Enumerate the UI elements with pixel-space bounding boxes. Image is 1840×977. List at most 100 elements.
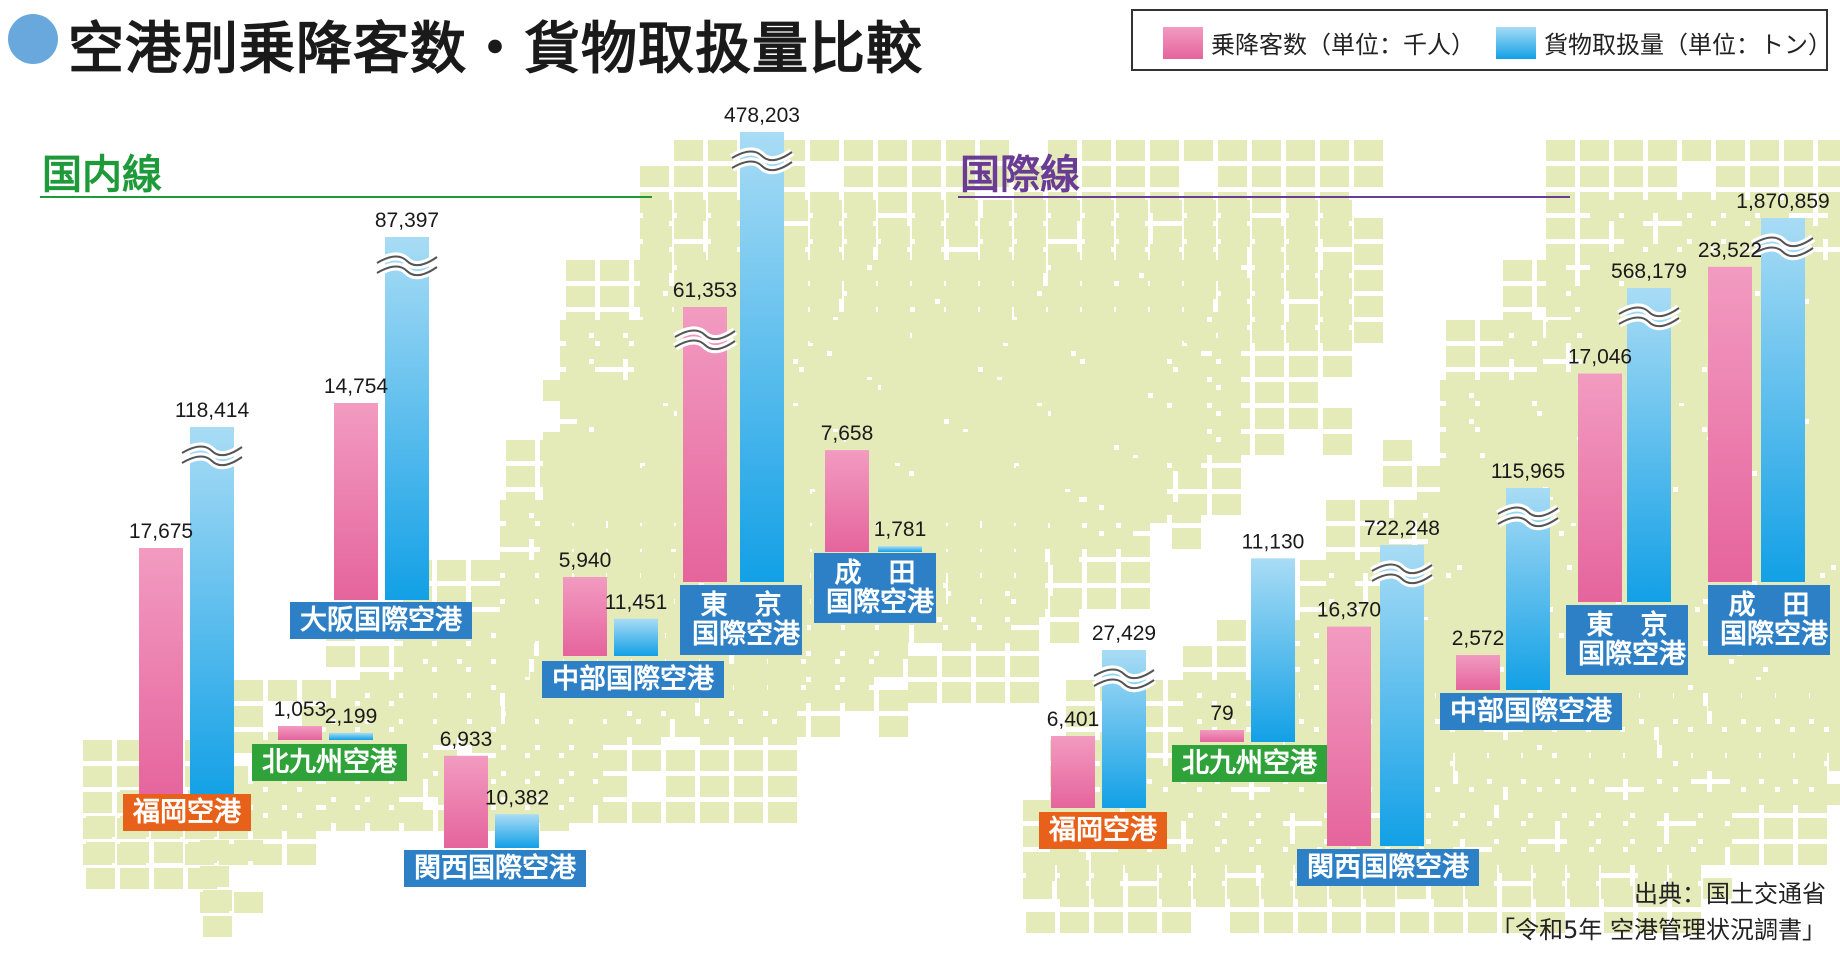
map-tile: [1334, 586, 1363, 607]
map-tile: [598, 802, 627, 823]
map-tile: [878, 166, 907, 187]
map-tile: [1036, 346, 1065, 367]
bar-cargo-domestic-kansai: [495, 814, 539, 848]
map-tile: [906, 260, 935, 281]
map-tile: [1639, 260, 1668, 281]
map-tile: [1672, 860, 1701, 881]
map-tile: [1485, 440, 1514, 461]
map-tile: [370, 784, 399, 805]
map-tile: [1734, 656, 1763, 677]
map-tile: [564, 802, 593, 823]
map-tile: [1470, 560, 1499, 581]
map-tile: [203, 916, 232, 937]
bar-cargo-international-kansai: [1380, 545, 1424, 846]
map-tile: [1519, 466, 1548, 487]
map-tile: [1424, 740, 1453, 761]
map-tile: [1354, 140, 1383, 161]
map-tile: [1537, 260, 1566, 281]
map-tile: [1730, 740, 1759, 761]
map-tile: [781, 380, 810, 401]
map-tile: [336, 706, 365, 727]
map-tile: [540, 810, 569, 831]
map-tile: [574, 732, 603, 753]
map-tile: [879, 716, 908, 737]
map-tile: [1601, 852, 1630, 873]
page-title: 空港別乗降客数・貨物取扱量比較: [68, 17, 923, 82]
section-underline-international: [958, 196, 1570, 198]
map-tile: [1594, 740, 1623, 761]
map-tile: [1138, 320, 1167, 341]
map-tile: [1010, 604, 1039, 625]
map-tile: [675, 716, 704, 737]
map-tile: [734, 672, 763, 693]
map-tile: [506, 466, 535, 487]
map-tile: [1703, 878, 1732, 899]
map-tile: [539, 560, 568, 581]
map-tile: [1614, 140, 1643, 161]
map-tile: [1814, 406, 1840, 427]
map-tile: [1658, 200, 1687, 221]
section-title-international: 国際線: [960, 152, 1080, 198]
value-label-passengers-international-narita: 23,522: [1698, 239, 1762, 262]
map-tile: [1605, 260, 1634, 281]
map-tile: [946, 140, 975, 161]
map-tile: [1289, 304, 1318, 325]
axis-break-line: [1752, 236, 1814, 248]
map-tile: [908, 526, 937, 547]
map-tile: [1354, 218, 1383, 239]
map-tile: [1178, 260, 1207, 281]
map-tile: [1582, 346, 1611, 367]
map-tile: [1354, 244, 1383, 265]
map-tile: [636, 500, 665, 521]
map-tile: [668, 286, 697, 307]
map-tile: [1323, 226, 1352, 247]
map-tile: [880, 466, 909, 487]
map-tile: [1570, 860, 1599, 881]
map-tile: [1218, 140, 1247, 161]
map-tile: [636, 526, 665, 547]
map-tile: [404, 810, 433, 831]
map-tile: [1431, 826, 1460, 847]
map-tile: [872, 364, 901, 385]
map-tile: [607, 586, 636, 607]
map-tile: [83, 792, 112, 813]
map-tile: [1050, 596, 1079, 617]
map-tile: [798, 346, 827, 367]
map-tile: [951, 432, 980, 453]
map-tile: [1508, 406, 1537, 427]
map-tile: [838, 260, 867, 281]
map-tile: [1662, 740, 1691, 761]
section-underline-domestic: [40, 196, 652, 198]
map-tile: [906, 286, 935, 307]
map-tile: [336, 810, 365, 831]
value-label-cargo-international-fukuoka: 27,429: [1092, 622, 1156, 645]
map-tile: [1295, 800, 1324, 821]
map-tile: [1289, 382, 1318, 403]
map-tile: [832, 320, 861, 341]
map-tile: [949, 200, 978, 221]
map-tile: [948, 466, 977, 487]
map-tile: [1212, 364, 1241, 385]
map-tile: [1070, 320, 1099, 341]
map-tile: [1087, 562, 1116, 583]
map-tile: [968, 346, 997, 367]
map-tile: [1002, 320, 1031, 341]
map-tile: [539, 586, 568, 607]
map-tile: [1026, 860, 1055, 881]
map-tile: [1542, 380, 1571, 401]
axis-break-line: [1618, 316, 1680, 328]
map-tile: [1474, 380, 1503, 401]
map-tile: [1264, 860, 1293, 881]
map-tile: [1360, 526, 1389, 547]
map-tile: [983, 200, 1012, 221]
map-tile: [1580, 140, 1609, 161]
map-tile: [1417, 466, 1446, 487]
map-tile: [1809, 286, 1838, 307]
map-tile: [900, 346, 929, 367]
map-tile: [1828, 226, 1840, 247]
map-tile: [1802, 526, 1831, 547]
map-tile: [934, 346, 963, 367]
map-tile: [506, 440, 535, 461]
map-tile: [1255, 434, 1284, 455]
map-tile: [1716, 166, 1745, 187]
